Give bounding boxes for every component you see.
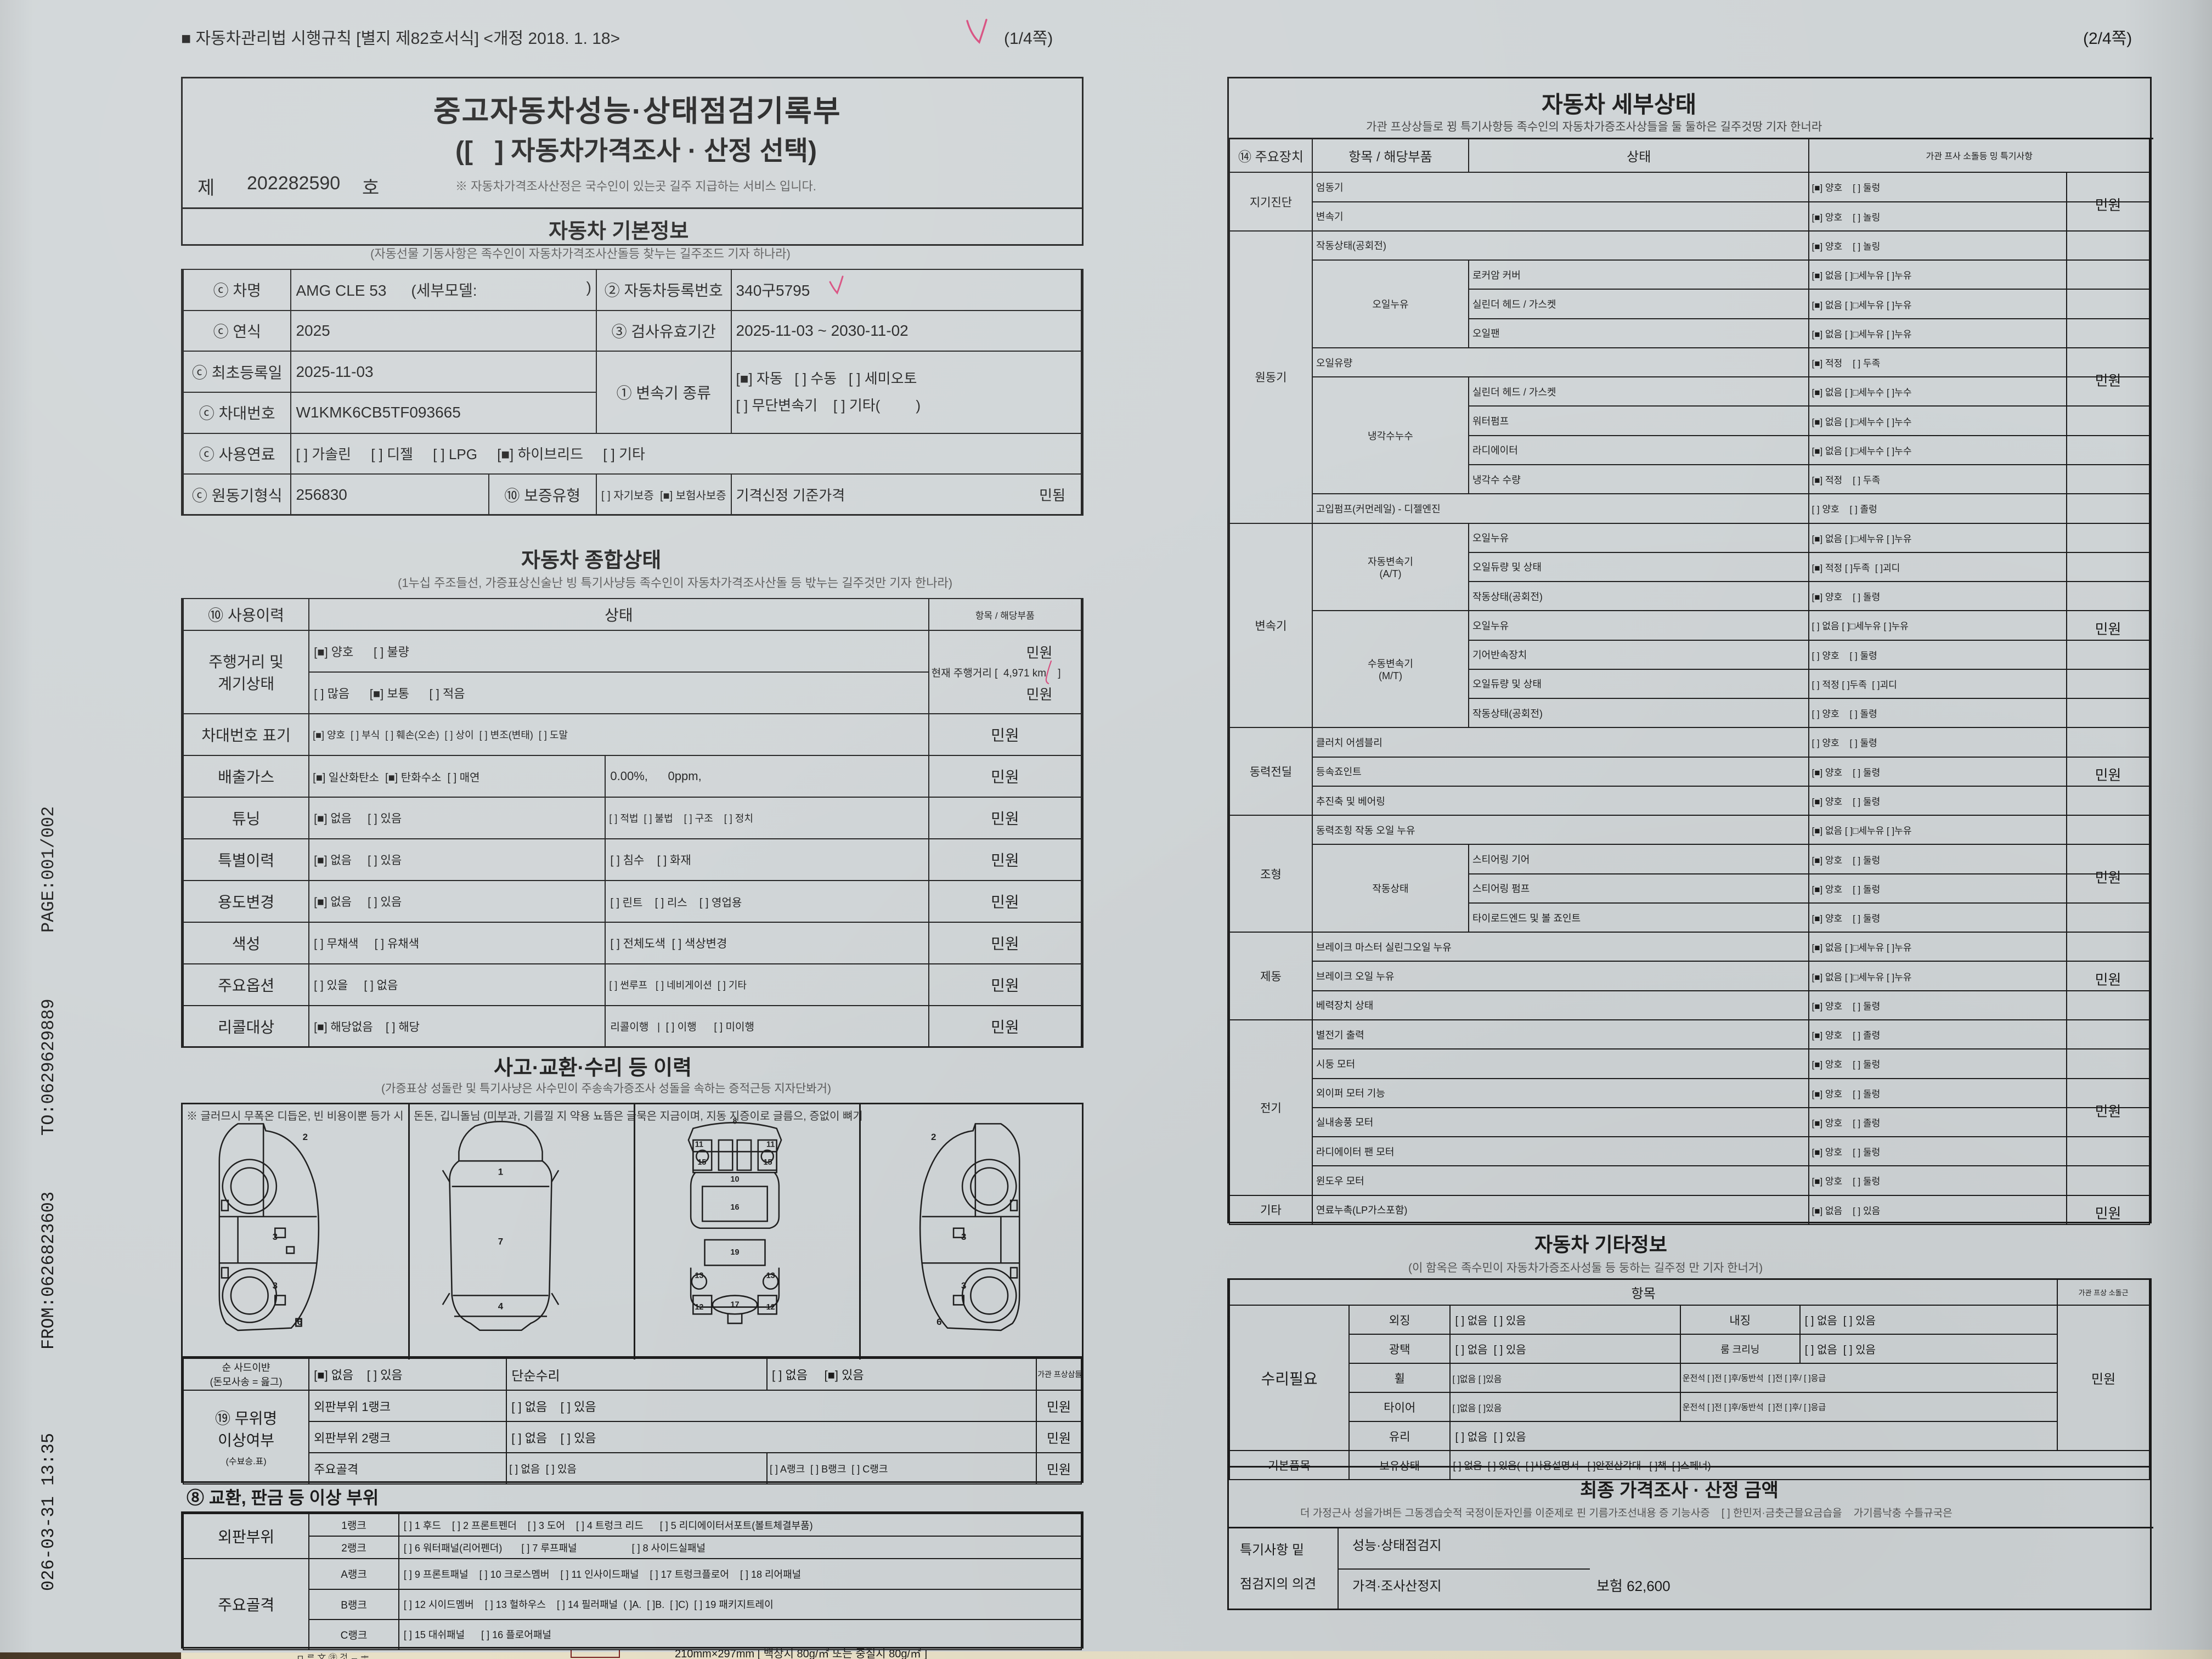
svg-text:7: 7 — [498, 1236, 503, 1246]
svg-text:2: 2 — [303, 1132, 308, 1142]
svg-text:11: 11 — [695, 1141, 703, 1149]
svg-text:8: 8 — [733, 1117, 737, 1126]
svg-text:13: 13 — [766, 1271, 775, 1280]
svg-text:2: 2 — [931, 1132, 936, 1142]
svg-text:3: 3 — [961, 1280, 966, 1291]
svg-text:10: 10 — [731, 1175, 740, 1184]
svg-text:19: 19 — [731, 1248, 740, 1257]
svg-text:12: 12 — [695, 1303, 703, 1312]
svg-text:3: 3 — [961, 1232, 966, 1242]
svg-text:1: 1 — [498, 1167, 503, 1177]
svg-text:3: 3 — [273, 1280, 278, 1291]
svg-text:6: 6 — [936, 1317, 941, 1327]
svg-text:11: 11 — [766, 1141, 775, 1149]
svg-text:3: 3 — [273, 1232, 278, 1242]
svg-text:12: 12 — [766, 1303, 775, 1312]
svg-text:17: 17 — [731, 1301, 740, 1310]
svg-text:13: 13 — [695, 1271, 703, 1280]
svg-text:16: 16 — [731, 1203, 740, 1212]
svg-text:6: 6 — [297, 1317, 302, 1327]
svg-text:4: 4 — [498, 1301, 504, 1312]
svg-text:15: 15 — [697, 1158, 706, 1167]
svg-text:15: 15 — [764, 1158, 772, 1167]
